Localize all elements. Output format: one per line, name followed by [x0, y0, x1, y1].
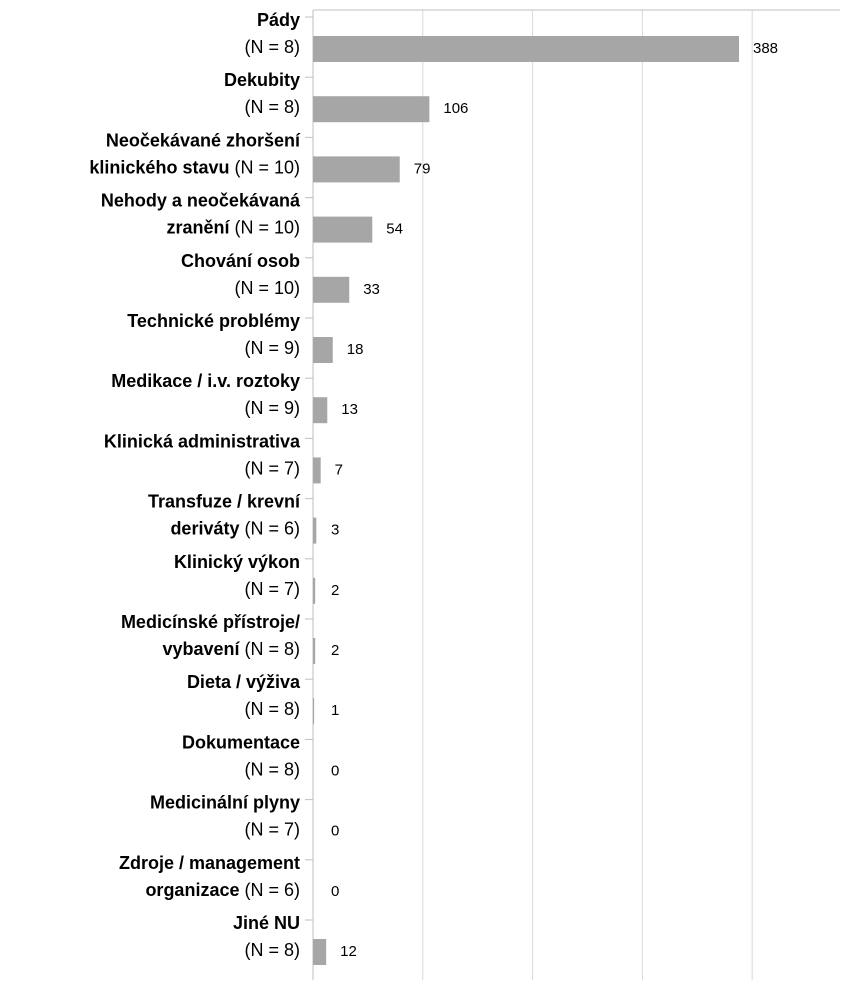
category-n: (N = 8): [239, 639, 300, 659]
value-label: 33: [363, 281, 380, 298]
category-label: Pády (N = 8): [244, 10, 300, 57]
category-label: Klinický výkon (N = 7): [174, 552, 300, 599]
category-n: (N = 7): [244, 819, 300, 839]
category-label: Zdroje / management organizace (N = 6): [119, 853, 300, 900]
category-name: Zdroje / management: [119, 853, 300, 873]
category-label: Transfuze / krevní deriváty (N = 6): [148, 491, 301, 538]
category-name: Dokumentace: [182, 732, 300, 752]
value-label: 388: [753, 40, 778, 57]
category-label: Dieta / výživa (N = 8): [187, 672, 301, 719]
bar: [313, 216, 373, 243]
category-n: (N = 7): [244, 458, 300, 478]
category-label: Nehody a neočekávaná zranění (N = 10): [101, 190, 301, 237]
value-label: 106: [443, 100, 468, 117]
category-n: (N = 8): [244, 940, 300, 960]
bar: [313, 36, 739, 62]
category-name: vybavení: [162, 639, 240, 659]
category-n: (N = 9): [244, 338, 300, 358]
value-label: 12: [340, 943, 357, 960]
value-label: 3: [331, 522, 339, 539]
category-label: Chování osob (N = 10): [181, 251, 300, 298]
category-name: Jiné NU: [233, 913, 300, 933]
category-label: Medicínské přístroje/vybavení (N = 8): [121, 612, 300, 659]
value-label: 79: [414, 160, 431, 177]
category-name: Nehody a neočekávaná: [101, 190, 301, 210]
value-label: 0: [331, 883, 339, 900]
bar: [313, 96, 430, 123]
value-label: 7: [335, 461, 343, 478]
category-label: Dokumentace (N = 8): [182, 732, 300, 779]
category-label: Klinická administrativa (N = 7): [104, 431, 301, 478]
category-name: Chování osob: [181, 251, 300, 271]
bar: [313, 638, 316, 664]
category-n: (N = 8): [244, 37, 300, 57]
category-name: Klinický výkon: [174, 552, 300, 572]
category-label: Medikace / i.v. roztoky (N = 9): [111, 371, 300, 418]
value-label: 2: [331, 642, 339, 659]
bar: [313, 337, 333, 363]
category-n: (N = 7): [244, 579, 300, 599]
bar: [313, 939, 327, 965]
category-n: (N = 6): [239, 880, 300, 900]
category-name: Transfuze / krevní: [148, 491, 301, 511]
category-n: (N = 10): [234, 278, 300, 298]
category-label: Dekubity (N = 8): [224, 70, 300, 117]
value-label: 13: [341, 401, 358, 418]
value-label: 54: [386, 221, 403, 238]
category-name: deriváty: [170, 518, 239, 538]
category-name: Klinická administrativa: [104, 431, 301, 451]
category-name: Dieta / výživa: [187, 672, 301, 692]
bar: [313, 517, 317, 544]
value-label: 0: [331, 762, 339, 779]
category-n: (N = 9): [244, 398, 300, 418]
category-label: Jiné NU (N = 8): [233, 913, 300, 960]
value-label: 1: [331, 702, 339, 719]
category-n: (N = 6): [239, 518, 300, 538]
category-name: Medicínské přístroje/: [121, 612, 300, 632]
category-n: (N = 8): [244, 759, 300, 779]
category-n: (N = 8): [244, 97, 300, 117]
bar: [313, 457, 321, 484]
category-n: (N = 8): [244, 699, 300, 719]
category-name: Medicinální plyny: [150, 792, 300, 812]
value-label: 0: [331, 823, 339, 840]
category-name: Technické problémy: [127, 311, 300, 331]
bar: [313, 397, 328, 424]
category-name: organizace: [145, 880, 239, 900]
category-n: (N = 10): [229, 157, 300, 177]
category-name: Dekubity: [224, 70, 300, 90]
bar: [313, 276, 350, 303]
category-label: Neočekávané zhoršení klinického stavu (N …: [89, 130, 301, 177]
category-name: Neočekávané zhoršení: [106, 130, 301, 150]
value-label: 2: [331, 582, 339, 599]
value-label: 18: [347, 341, 364, 358]
category-label: Technické problémy (N = 9): [127, 311, 300, 358]
category-name: Pády: [257, 10, 300, 30]
category-name: Medikace / i.v. roztoky: [111, 371, 300, 391]
category-name: zranění: [166, 217, 230, 237]
bar: [313, 698, 315, 725]
category-name: klinického stavu: [89, 157, 229, 177]
bar: [313, 577, 316, 604]
category-label: Medicinální plyny (N = 7): [150, 792, 300, 839]
category-n: (N = 10): [229, 217, 300, 237]
bar: [313, 156, 400, 183]
